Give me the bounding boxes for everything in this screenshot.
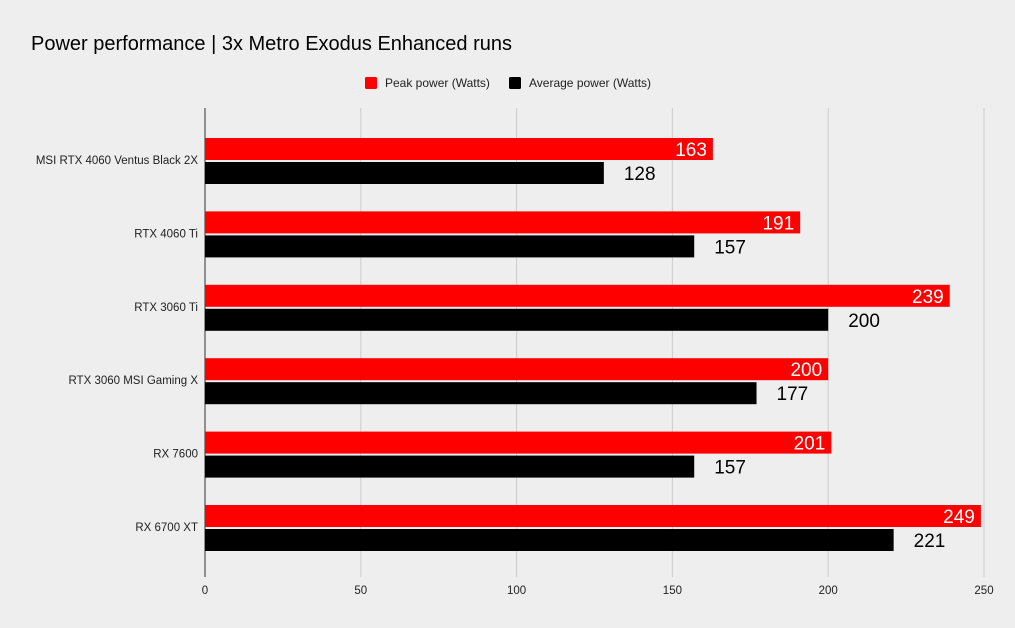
data-label-peak: 239 — [912, 287, 944, 308]
bar-average-power — [205, 162, 604, 184]
category-label: MSI RTX 4060 Ventus Black 2X — [36, 155, 198, 167]
data-label-average: 177 — [777, 384, 809, 405]
category-label: RTX 3060 Ti — [134, 302, 198, 314]
data-label-average: 200 — [848, 311, 880, 332]
x-tick-label: 150 — [663, 585, 682, 597]
category-label: RX 7600 — [153, 449, 198, 461]
data-label-average: 157 — [714, 237, 746, 258]
category-label: RX 6700 XT — [135, 522, 198, 534]
bar-peak-power — [205, 138, 713, 160]
x-tick-label: 100 — [507, 585, 526, 597]
bar-average-power — [205, 308, 829, 331]
bar-average-power — [205, 455, 695, 478]
data-label-peak: 163 — [675, 140, 707, 161]
bar-peak-power — [205, 505, 981, 527]
category-labels: MSI RTX 4060 Ventus Black 2X RTX 4060 Ti R… — [36, 155, 198, 534]
bar-average-power — [205, 382, 757, 405]
data-label-average: 157 — [714, 458, 746, 479]
data-label-peak: 201 — [794, 434, 826, 455]
data-label-peak: 200 — [790, 360, 822, 381]
bars: 163 128 191 157 239 200 200 177 201 157 249 221 — [205, 138, 981, 552]
legend-swatch — [365, 77, 377, 89]
legend-label: Average power (Watts) — [529, 76, 651, 90]
x-tick-label: 50 — [354, 585, 367, 597]
legend-label: Peak power (Watts) — [385, 76, 490, 90]
x-tick-label: 200 — [819, 585, 838, 597]
category-label: RTX 3060 MSI Gaming X — [68, 375, 198, 387]
bar-peak-power — [205, 358, 829, 381]
data-label-average: 221 — [914, 531, 946, 552]
bar-peak-power — [205, 284, 950, 307]
grid-lines — [204, 108, 985, 577]
bar-peak-power — [205, 211, 801, 234]
x-tick-label: 250 — [974, 585, 993, 597]
legend-swatch — [509, 77, 521, 89]
data-label-peak: 249 — [943, 507, 975, 528]
bar-peak-power — [205, 431, 832, 454]
data-label-peak: 191 — [762, 213, 794, 234]
category-label: RTX 4060 Ti — [134, 228, 198, 240]
chart-legend: Peak power (Watts) Average power (Watts) — [365, 76, 651, 90]
data-label-average: 128 — [624, 164, 656, 185]
chart-title: Power performance | 3x Metro Exodus Enha… — [31, 33, 512, 55]
x-tick-labels: 0 50 100 150 200 250 — [202, 585, 994, 597]
bar-average-power — [205, 235, 695, 258]
bar-average-power — [205, 529, 894, 551]
x-tick-label: 0 — [202, 585, 208, 597]
